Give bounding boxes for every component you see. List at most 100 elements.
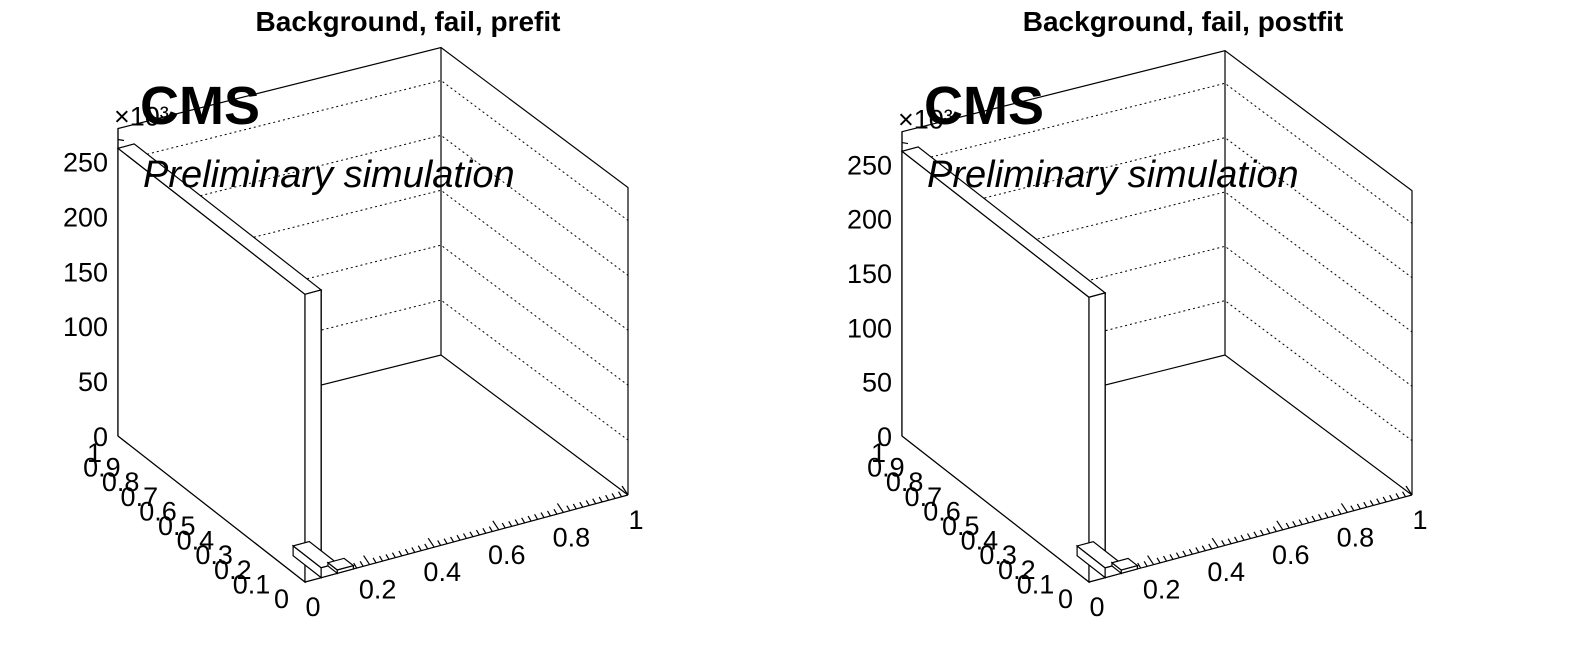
x-tick xyxy=(488,526,493,532)
x-tick xyxy=(1169,554,1174,560)
x-tick xyxy=(1240,534,1245,541)
x-tick xyxy=(1195,547,1200,553)
x-tick xyxy=(385,554,390,560)
z-tick-label: 200 xyxy=(63,202,108,232)
lego-bar xyxy=(326,557,355,575)
x-tick xyxy=(1356,503,1361,510)
x-tick xyxy=(1259,529,1264,536)
x-tick xyxy=(417,545,422,551)
x-tick xyxy=(572,503,577,510)
x-tick xyxy=(1246,533,1252,539)
experiment-label: CMS xyxy=(924,76,1044,136)
z-tick-label: 50 xyxy=(862,368,892,398)
x-tick xyxy=(1234,536,1239,543)
x-tick xyxy=(475,529,480,536)
x-tick xyxy=(1276,520,1284,531)
x-tick-label: 0 xyxy=(305,592,320,622)
x-tick-label: 0 xyxy=(1089,592,1104,622)
x-tick-label: 1 xyxy=(628,505,643,535)
x-tick xyxy=(1337,508,1342,515)
x-tick xyxy=(534,514,539,520)
x-tick xyxy=(1292,521,1297,527)
x-tick xyxy=(579,501,584,508)
x-tick xyxy=(1211,537,1219,548)
postfit-panel: 050100150200250×10³00.20.40.60.8100.10.2… xyxy=(847,6,1428,622)
y-tick-label: 0.8 xyxy=(886,467,924,497)
x-tick xyxy=(1147,555,1155,565)
z-tick xyxy=(117,138,125,142)
z-tick-label: 200 xyxy=(847,205,892,235)
x-tick xyxy=(443,538,448,545)
experiment-label: CMS xyxy=(140,76,260,136)
x-tick xyxy=(1188,548,1193,555)
z-tick-label: 50 xyxy=(78,367,108,397)
x-tick xyxy=(618,491,623,498)
x-tick xyxy=(427,537,435,548)
x-tick-label: 0.8 xyxy=(1337,522,1375,552)
x-tick xyxy=(1382,496,1387,503)
x-tick xyxy=(1330,510,1335,517)
y-tick-label: 0.3 xyxy=(979,540,1017,570)
x-tick xyxy=(556,503,564,513)
y-tick-label: 0.9 xyxy=(83,453,121,483)
x-tick xyxy=(1350,505,1355,511)
x-tick xyxy=(424,543,429,550)
x-tick xyxy=(1340,503,1348,513)
x-tick xyxy=(501,522,506,529)
z-tick xyxy=(901,141,909,145)
x-tick xyxy=(508,521,513,527)
x-tick xyxy=(527,515,532,522)
x-tick xyxy=(353,562,358,569)
x-tick-label: 0.8 xyxy=(553,522,591,552)
x-tick xyxy=(1285,522,1290,529)
x-tick xyxy=(363,555,371,565)
y-tick-label: 0.7 xyxy=(121,482,159,512)
x-tick xyxy=(398,550,403,557)
chart-title: Background, fail, prefit xyxy=(256,6,561,37)
z-tick-label: 100 xyxy=(847,313,892,343)
x-tick xyxy=(1376,498,1381,505)
z-tick-label: 0 xyxy=(93,422,108,452)
prefit-panel: 050100150200250×10³00.20.40.60.8100.10.2… xyxy=(63,6,644,622)
lego-bar xyxy=(116,143,323,584)
x-tick xyxy=(514,519,519,525)
x-tick xyxy=(1156,557,1161,564)
lego-bar xyxy=(1110,557,1139,575)
x-tick-label: 0.4 xyxy=(1207,557,1245,587)
x-tick xyxy=(1402,491,1407,498)
x-tick xyxy=(1253,531,1258,538)
x-tick-label: 1 xyxy=(1412,505,1427,535)
x-tick xyxy=(437,540,442,546)
x-tick xyxy=(1405,485,1413,496)
z-tick-label: 250 xyxy=(847,150,892,180)
y-tick-label: 1 xyxy=(871,438,886,468)
z-tick-label: 150 xyxy=(63,257,108,287)
x-tick xyxy=(462,533,468,539)
y-tick-label: 0.5 xyxy=(158,511,196,541)
x-tick xyxy=(553,508,558,515)
z-tick-label: 0 xyxy=(877,422,892,452)
x-tick xyxy=(1208,543,1213,550)
x-tick-label: 0.2 xyxy=(1143,575,1181,605)
x-tick xyxy=(1305,517,1310,524)
x-tick xyxy=(1227,538,1232,545)
x-tick xyxy=(359,561,364,567)
y-tick-label: 0.9 xyxy=(867,453,905,483)
x-tick xyxy=(456,534,461,541)
x-tick xyxy=(566,505,571,511)
x-tick xyxy=(1137,562,1142,569)
grid-line xyxy=(117,79,629,221)
z-tick-label: 250 xyxy=(63,147,108,177)
x-tick xyxy=(1311,515,1316,522)
y-tick-label: 0.2 xyxy=(998,555,1036,585)
x-tick xyxy=(1324,512,1329,518)
status-label: Preliminary simulation xyxy=(143,154,515,196)
y-tick-label: 0.4 xyxy=(177,526,215,556)
x-tick xyxy=(605,494,610,501)
x-tick xyxy=(1143,561,1148,567)
x-tick xyxy=(1298,519,1303,525)
y-tick-label: 0.4 xyxy=(961,526,999,556)
y-tick-label: 1 xyxy=(87,438,102,468)
y-tick-label: 0 xyxy=(1058,584,1073,614)
x-tick xyxy=(611,493,616,499)
